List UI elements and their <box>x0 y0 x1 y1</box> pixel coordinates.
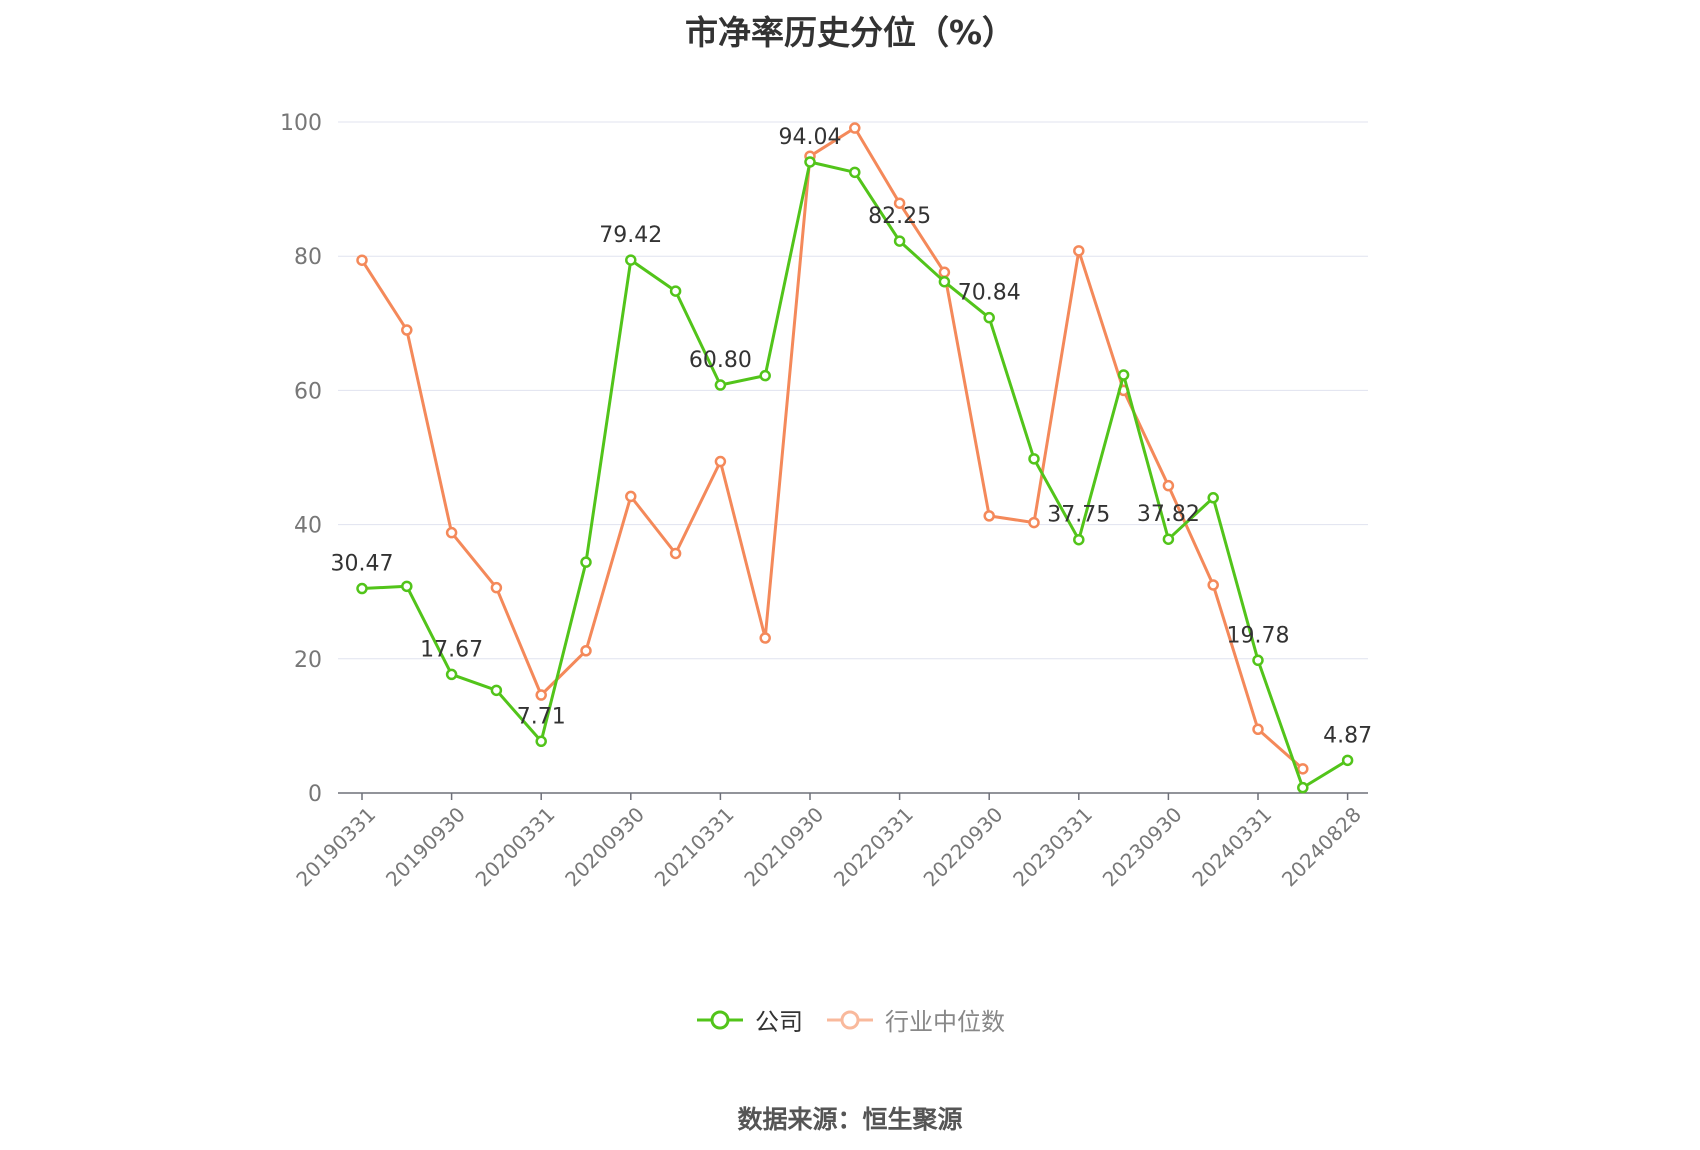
data-point-industry <box>535 689 547 701</box>
data-point-company <box>938 275 951 288</box>
data-label-company: 94.04 <box>779 125 842 150</box>
data-point-company <box>759 369 771 382</box>
data-point-industry <box>1162 479 1175 492</box>
x-tick-label: 20240828 <box>1277 802 1366 891</box>
data-point-industry <box>1073 245 1085 257</box>
data-point-company <box>1117 369 1130 381</box>
data-point-industry <box>759 632 771 644</box>
data-label-company: 70.84 <box>958 281 1021 306</box>
data-label-layer: 30.47 17.67 7.71 79.42 60.80 94.04 82.25 70.84 3… <box>331 125 1373 748</box>
data-point-company <box>983 311 995 324</box>
data-point-company <box>1028 453 1040 465</box>
x-tick-label: 20190331 <box>291 802 380 891</box>
x-tick-label: 20200331 <box>471 802 560 891</box>
data-label-company: 30.47 <box>331 552 394 577</box>
data-point-company <box>490 684 503 697</box>
data-point-company <box>849 166 861 179</box>
data-point-company <box>1297 781 1309 794</box>
data-label-company: 37.75 <box>1047 503 1110 528</box>
legend-industry-line-icon <box>827 1010 873 1029</box>
data-point-industry <box>490 581 503 594</box>
data-point-industry <box>669 547 682 560</box>
data-point-industry <box>938 266 951 279</box>
data-label-company: 60.80 <box>689 348 752 373</box>
data-point-company <box>1252 654 1264 667</box>
x-tick-label: 20200930 <box>560 802 649 891</box>
data-label-company: 17.67 <box>420 637 483 662</box>
y-tick-label: 40 <box>294 514 322 539</box>
source-note: 数据来源：恒生聚源 <box>737 1105 963 1134</box>
data-label-company: 82.25 <box>868 204 931 229</box>
x-tick-label: 20240331 <box>1187 802 1276 891</box>
data-point-company <box>1162 533 1175 545</box>
y-tick-label: 60 <box>294 379 322 404</box>
data-point-industry <box>1028 516 1040 529</box>
data-point-company <box>893 235 906 247</box>
data-point-industry <box>714 455 727 468</box>
data-point-company <box>401 580 413 593</box>
data-point-company <box>669 285 682 297</box>
legend: 公司 行业中位数 <box>0 1002 1700 1037</box>
data-point-company <box>580 556 592 568</box>
data-point-industry <box>1207 579 1219 591</box>
chart-title: 市净率历史分位（%） <box>684 13 1016 52</box>
y-tick-label: 100 <box>280 111 322 136</box>
data-point-industry <box>445 526 458 539</box>
series-layer <box>356 122 1354 794</box>
y-tick-label: 0 <box>308 782 322 807</box>
data-label-company: 7.71 <box>517 704 566 729</box>
x-tick-label: 20220331 <box>829 802 918 891</box>
data-point-company <box>1073 533 1085 546</box>
legend-company-line-icon <box>697 1010 743 1029</box>
data-point-company <box>714 379 727 391</box>
data-point-company <box>445 668 458 681</box>
data-point-company <box>804 156 816 168</box>
data-point-industry <box>849 122 861 134</box>
data-point-industry <box>580 644 592 657</box>
data-point-company <box>1207 492 1219 504</box>
data-point-industry <box>401 324 413 336</box>
data-label-company: 79.42 <box>599 223 662 248</box>
grid-layer <box>338 121 1368 660</box>
data-point-industry <box>983 510 995 522</box>
data-point-company <box>356 582 368 595</box>
y-tick-label: 80 <box>294 245 322 270</box>
data-point-industry <box>893 197 906 209</box>
data-point-industry <box>1297 763 1309 775</box>
data-point-industry <box>1252 723 1264 736</box>
data-point-industry <box>625 490 637 503</box>
x-tick-label: 20210331 <box>650 802 739 891</box>
legend-company-label: 公司 <box>755 1008 803 1036</box>
data-point-company <box>1341 754 1354 767</box>
legend-item-industry-median[interactable]: 行业中位数 <box>825 1002 1005 1037</box>
x-tick-label: 20230930 <box>1098 802 1187 891</box>
data-label-company: 19.78 <box>1227 623 1290 648</box>
data-point-company <box>625 254 637 266</box>
data-point-industry <box>356 254 368 266</box>
x-tick-label: 20220930 <box>919 802 1008 891</box>
x-tick-label: 20190930 <box>381 802 470 891</box>
data-label-company: 4.87 <box>1323 723 1372 748</box>
data-point-company <box>535 735 547 748</box>
x-tick-label: 20210930 <box>739 802 828 891</box>
x-tick-label: 20230331 <box>1008 802 1097 891</box>
y-tick-label: 20 <box>294 648 322 673</box>
data-label-company: 37.82 <box>1137 502 1200 527</box>
series-line-industry <box>360 126 1304 770</box>
legend-industry-label: 行业中位数 <box>885 1008 1005 1036</box>
legend-item-company[interactable]: 公司 <box>695 1002 803 1037</box>
